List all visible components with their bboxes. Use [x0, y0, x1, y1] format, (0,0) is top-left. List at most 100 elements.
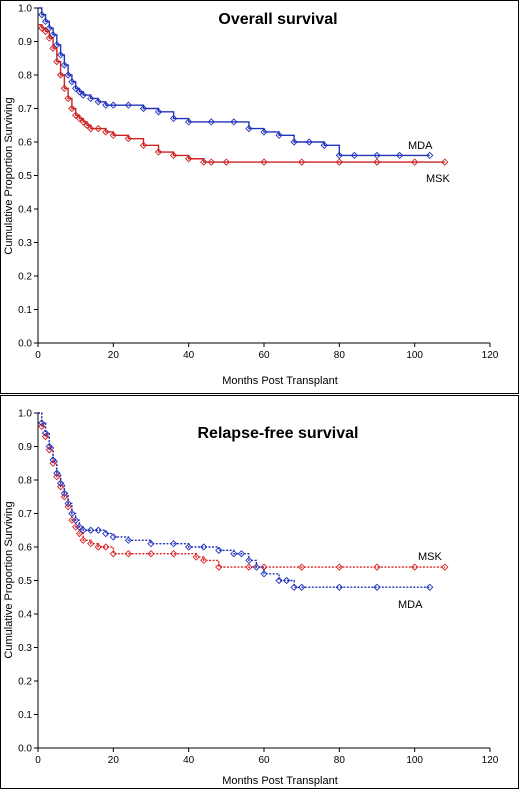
censor-marker-msk: [169, 550, 178, 558]
censor-marker-msk: [109, 550, 117, 558]
censor-marker-mda: [68, 509, 76, 518]
censor-marker-mda: [275, 576, 283, 585]
x-axis-title: Months Post Transplant: [222, 375, 338, 387]
censor-marker-mda: [350, 151, 359, 160]
censor-marker-mda: [56, 479, 65, 487]
censor-marker-msk: [64, 503, 72, 511]
censor-marker-mda: [260, 128, 268, 136]
censor-marker-msk: [441, 158, 449, 166]
censor-marker-msk: [75, 114, 84, 123]
censor-marker-mda: [75, 523, 84, 531]
y-ticks: 0.0 0.1 0.2 0.3 0.4 0.5 0.6 0.7 0.8 0.9 1.0: [18, 4, 38, 350]
y-tick-label: 0.9: [18, 442, 32, 453]
x-tick-label: 20: [108, 755, 120, 766]
censor-marker-mda: [49, 456, 57, 464]
censor-marker-mda: [215, 546, 223, 554]
censor-marker-msk: [45, 446, 53, 454]
x-tick-label: 60: [258, 755, 270, 766]
censor-marker-mda: [68, 78, 76, 86]
censor-marker-mda: [38, 11, 46, 19]
censor-marker-mda: [56, 51, 65, 59]
censor-marker-msk: [87, 540, 95, 548]
y-tick-label: 0.3: [18, 238, 32, 249]
y-tick-label: 1.0: [18, 409, 32, 420]
censor-marker-mda: [60, 61, 69, 69]
censor-marker-msk: [411, 158, 419, 166]
censor-marker-msk: [41, 27, 50, 36]
series-label-msk: MSK: [426, 173, 451, 185]
series-layer: [38, 7, 449, 166]
censor-marker-mda: [102, 101, 110, 109]
censor-marker-msk: [215, 563, 223, 571]
censor-marker-mda: [185, 543, 193, 551]
x-tick-label: 0: [35, 755, 41, 766]
censor-marker-msk: [83, 121, 91, 129]
censor-marker-msk: [411, 563, 419, 571]
censor-marker-mda: [87, 94, 95, 103]
y-axis-title: Cumulative Proportion Surviving: [3, 501, 15, 658]
censor-marker-mda: [94, 526, 102, 534]
series-line-mda: [38, 412, 430, 588]
censor-marker-msk: [200, 158, 208, 166]
censor-marker-msk: [94, 124, 102, 133]
censor-marker-mda: [124, 536, 133, 544]
censor-marker-mda: [124, 101, 133, 109]
censor-marker-msk: [56, 71, 65, 79]
y-tick-label: 0.1: [18, 305, 32, 316]
x-tick-label: 80: [334, 755, 346, 766]
censor-marker-mda: [79, 526, 87, 534]
censor-marker-mda: [426, 583, 434, 591]
censor-marker-mda: [298, 583, 306, 591]
censor-marker-msk: [72, 111, 80, 119]
censor-marker-msk: [245, 563, 253, 571]
censor-marker-mda: [72, 84, 80, 93]
censor-marker-mda: [290, 138, 298, 146]
censor-marker-mda: [41, 17, 50, 26]
censor-marker-mda: [275, 131, 283, 139]
censor-marker-msk: [68, 104, 76, 113]
series-line-msk: [38, 24, 445, 163]
censor-marker-mda: [245, 124, 253, 133]
censor-marker-mda: [320, 141, 328, 149]
censor-marker-mda: [335, 151, 343, 160]
censor-marker-msk: [49, 44, 57, 52]
censor-marker-mda: [230, 118, 238, 126]
censor-marker-mda: [237, 550, 246, 558]
censor-marker-msk: [298, 563, 306, 571]
y-tick-label: 0.5: [18, 171, 32, 182]
censor-marker-mda: [282, 576, 291, 585]
censor-marker-msk: [373, 158, 381, 166]
y-tick-label: 0.0: [18, 744, 32, 755]
censor-marker-msk: [124, 135, 133, 143]
censor-marker-mda: [154, 108, 163, 116]
censor-marker-mda: [72, 516, 80, 524]
censor-marker-mda: [260, 570, 268, 578]
x-tick-label: 100: [406, 755, 423, 766]
censor-marker-msk: [169, 151, 178, 160]
x-tick-label: 0: [35, 350, 41, 361]
censor-marker-msk: [79, 536, 87, 544]
y-tick-label: 0.7: [18, 104, 32, 115]
series-line-mda: [38, 7, 430, 157]
chart-title: Relapse-free survival: [198, 425, 359, 442]
y-tick-label: 0.9: [18, 37, 32, 48]
x-tick-label: 60: [258, 350, 270, 361]
censor-marker-msk: [185, 155, 193, 163]
censor-marker-mda: [169, 540, 178, 548]
y-tick-label: 0.2: [18, 272, 32, 283]
censor-marker-msk: [79, 118, 87, 126]
y-tick-label: 0.4: [18, 610, 32, 621]
censor-marker-mda: [87, 526, 95, 534]
censor-marker-msk: [124, 550, 133, 558]
y-tick-label: 0.5: [18, 576, 32, 587]
chart-title: Overall survival: [218, 11, 337, 28]
y-tick-label: 0.4: [18, 205, 32, 216]
censor-marker-mda: [395, 151, 404, 160]
censor-marker-mda: [252, 563, 261, 571]
y-tick-label: 0.8: [18, 71, 32, 82]
censor-marker-msk: [60, 493, 69, 501]
censor-marker-mda: [45, 442, 53, 451]
plot-frame: [0, 395, 519, 789]
censor-marker-msk: [60, 84, 69, 93]
y-tick-label: 0.2: [18, 677, 32, 688]
